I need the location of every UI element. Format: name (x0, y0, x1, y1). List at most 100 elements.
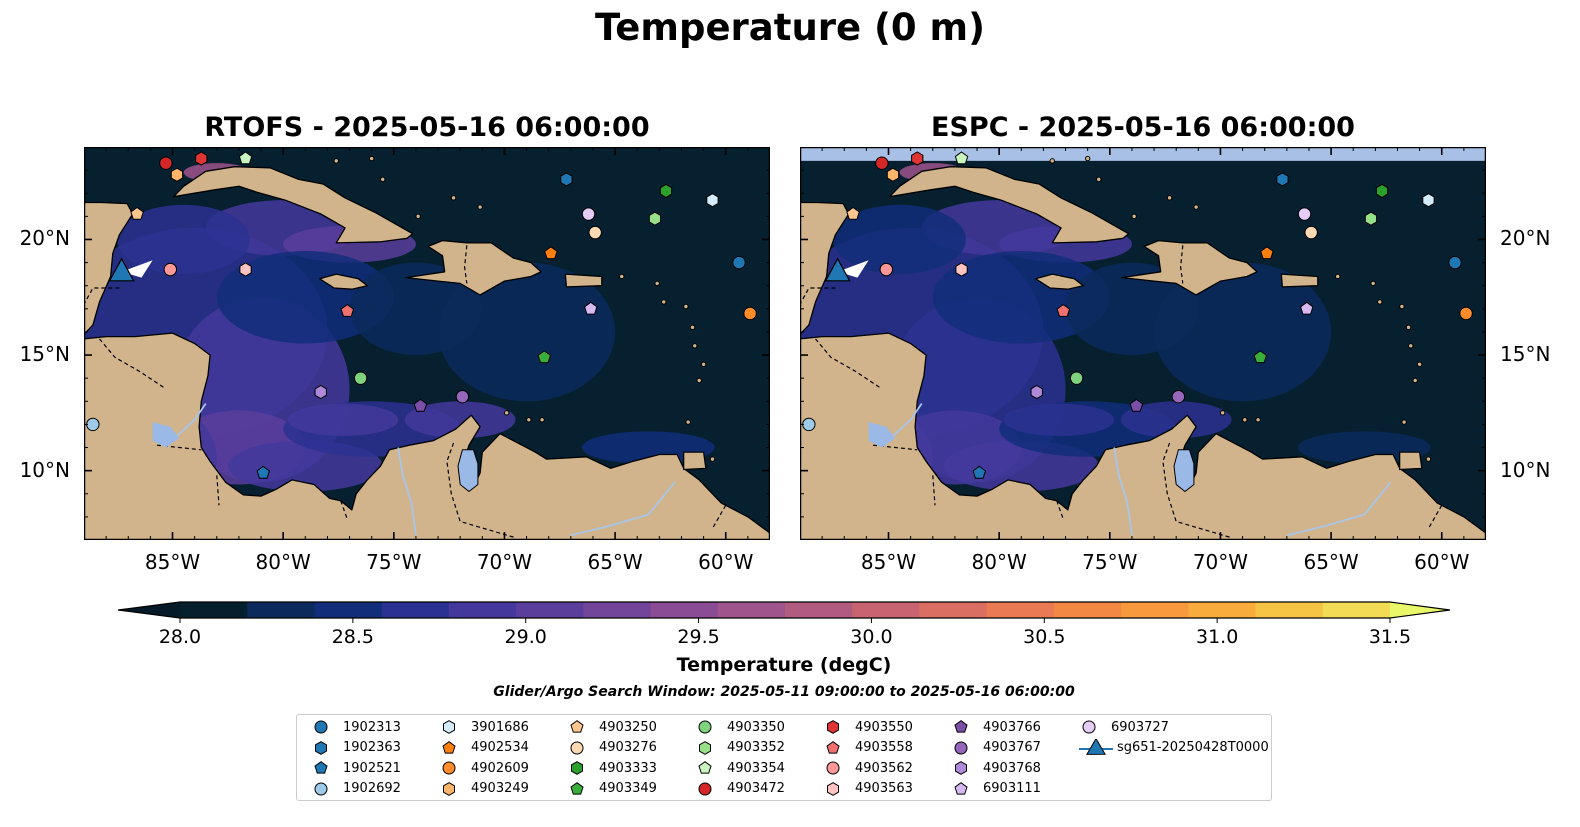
legend-entry: 4903249 (437, 780, 529, 798)
lon-tick-label: 60°W (698, 550, 754, 574)
temperature-field-patch (287, 403, 399, 436)
legend-marker-icon (314, 720, 328, 734)
colorbar-tick-label: 30.5 (1023, 626, 1066, 648)
small-island (692, 343, 698, 349)
legend-entry: 4903767 (949, 739, 1041, 757)
argo-float-4903354 (954, 151, 969, 165)
argo-float-4903563 (955, 262, 968, 277)
small-island (539, 417, 545, 423)
small-island (700, 361, 707, 368)
lon-tick-label: 80°W (255, 550, 311, 574)
colorbar-bin (583, 602, 652, 618)
land-puerto-rico (1280, 273, 1319, 288)
legend-entry: 1902692 (309, 780, 401, 798)
argo-float-4903249 (886, 167, 900, 182)
legend-label: 4903562 (855, 760, 913, 776)
argo-float-1902363 (1276, 172, 1289, 187)
colorbar-bin (247, 602, 315, 618)
lake-nicaragua (868, 422, 896, 448)
argo-float-4903350 (353, 371, 368, 385)
colorbar-tick-label: 30.0 (850, 626, 893, 648)
colorbar-tick-label: 29.0 (504, 626, 547, 648)
legend-entry: 4903563 (821, 780, 913, 798)
legend-marker-icon (314, 782, 328, 795)
legend-marker-icon (1082, 720, 1096, 734)
country-border (99, 338, 165, 388)
colorbar-bin (448, 602, 517, 618)
lon-tick-label: 60°W (1414, 550, 1470, 574)
lake-maracaibo (457, 449, 479, 493)
legend-marker-icon (1079, 738, 1113, 755)
argo-float-4903558 (1056, 303, 1071, 317)
small-island (1193, 204, 1199, 210)
argo-float-4902534 (544, 246, 558, 260)
small-island (1408, 343, 1414, 349)
legend-label: 3901686 (471, 719, 529, 735)
argo-float-3901686 (1422, 193, 1435, 208)
colorbar-bin (1188, 602, 1257, 618)
temperature-field-patch (117, 204, 250, 275)
lat-tick-label: 20°N (19, 226, 70, 251)
small-island (1405, 324, 1412, 331)
legend-entry: 4903250 (565, 718, 657, 736)
argo-float-1902521 (972, 465, 986, 479)
colorbar-bin (1053, 602, 1122, 618)
country-border (340, 500, 348, 520)
small-island (1131, 213, 1137, 220)
legend-marker-icon (827, 781, 839, 796)
small-island (1416, 361, 1423, 368)
argo-float-4903472 (159, 156, 173, 170)
river (1286, 481, 1392, 537)
lat-tick-label: 10°N (1500, 457, 1551, 482)
lake-maracaibo (1173, 449, 1195, 493)
legend-marker-icon (442, 761, 456, 775)
colorbar-bin (516, 602, 584, 618)
legend-marker-icon (954, 781, 968, 795)
small-island (1335, 273, 1341, 280)
legend-marker-icon (698, 761, 712, 774)
legend-entry: 4903276 (565, 739, 657, 757)
argo-float-4903563 (239, 262, 252, 277)
lat-tick-label: 15°N (1500, 342, 1551, 367)
land-puerto-rico (564, 273, 603, 288)
argo-float-4903350 (1069, 371, 1084, 385)
small-island (1049, 158, 1055, 164)
small-island (1401, 419, 1407, 425)
legend-label: 4903550 (855, 719, 913, 735)
espc-map-panel[interactable] (800, 147, 1486, 540)
small-island (1166, 195, 1173, 201)
legend-entry: 1902363 (309, 739, 401, 757)
colorbar-tick-label: 28.0 (158, 626, 202, 648)
legend-entry: 4903768 (949, 759, 1041, 777)
country-border (932, 475, 936, 506)
country-border (1179, 245, 1184, 284)
rtofs-map-panel[interactable] (84, 147, 770, 540)
land-yucatan (84, 201, 134, 335)
legend-label: 6903727 (1111, 719, 1169, 735)
small-island (1412, 377, 1418, 384)
temperature-field-patch (581, 431, 715, 464)
argo-float-4903250 (130, 206, 144, 220)
argo-float-1902363 (560, 172, 573, 187)
legend-label: 1902313 (343, 719, 401, 735)
country-border (1427, 505, 1443, 529)
colorbar-tick-label: 31.5 (1368, 626, 1412, 648)
legend-label: 4903249 (471, 781, 529, 796)
small-island (683, 303, 689, 310)
river (892, 403, 923, 437)
legend-entry: 4903550 (821, 718, 913, 736)
argo-float-4903333 (1375, 183, 1389, 198)
colorbar-bin (785, 602, 853, 618)
legend-marker-icon (442, 740, 456, 754)
argo-float-4903352 (1364, 211, 1378, 226)
legend-label: 4903352 (727, 740, 785, 755)
argo-float-4903550 (195, 151, 208, 166)
colorbar-bin (717, 602, 786, 618)
legend-label: 4903349 (599, 781, 657, 796)
argo-float-4903276 (588, 225, 602, 240)
argo-float-4903766 (1129, 398, 1144, 412)
small-island (380, 176, 386, 183)
argo-float-4903333 (659, 183, 673, 198)
colorbar-tick-label: 31.0 (1195, 626, 1239, 648)
small-island (1377, 299, 1383, 305)
